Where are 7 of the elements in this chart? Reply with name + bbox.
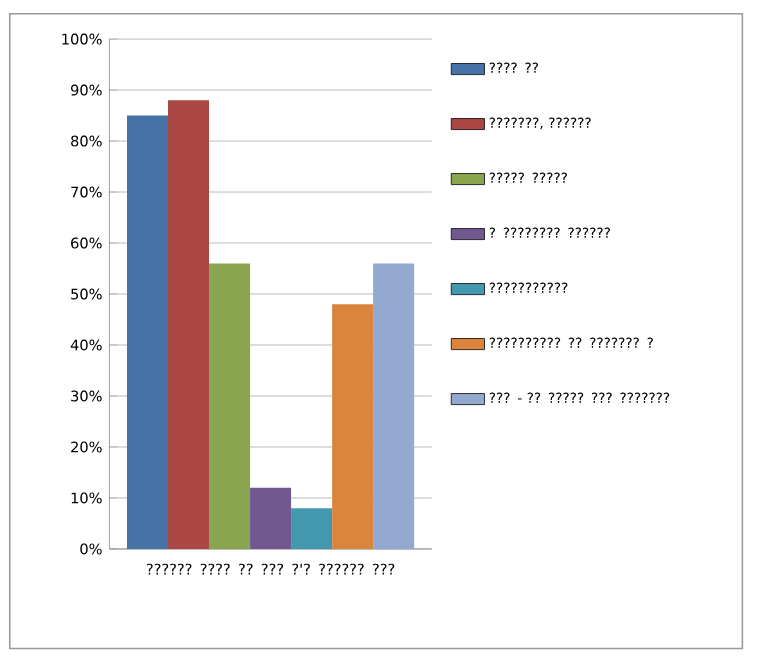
bar <box>126 115 169 549</box>
bar <box>209 263 251 549</box>
bar <box>250 487 292 549</box>
bar <box>168 100 210 549</box>
bar <box>373 263 415 549</box>
bar <box>291 508 333 549</box>
bar <box>332 304 374 549</box>
